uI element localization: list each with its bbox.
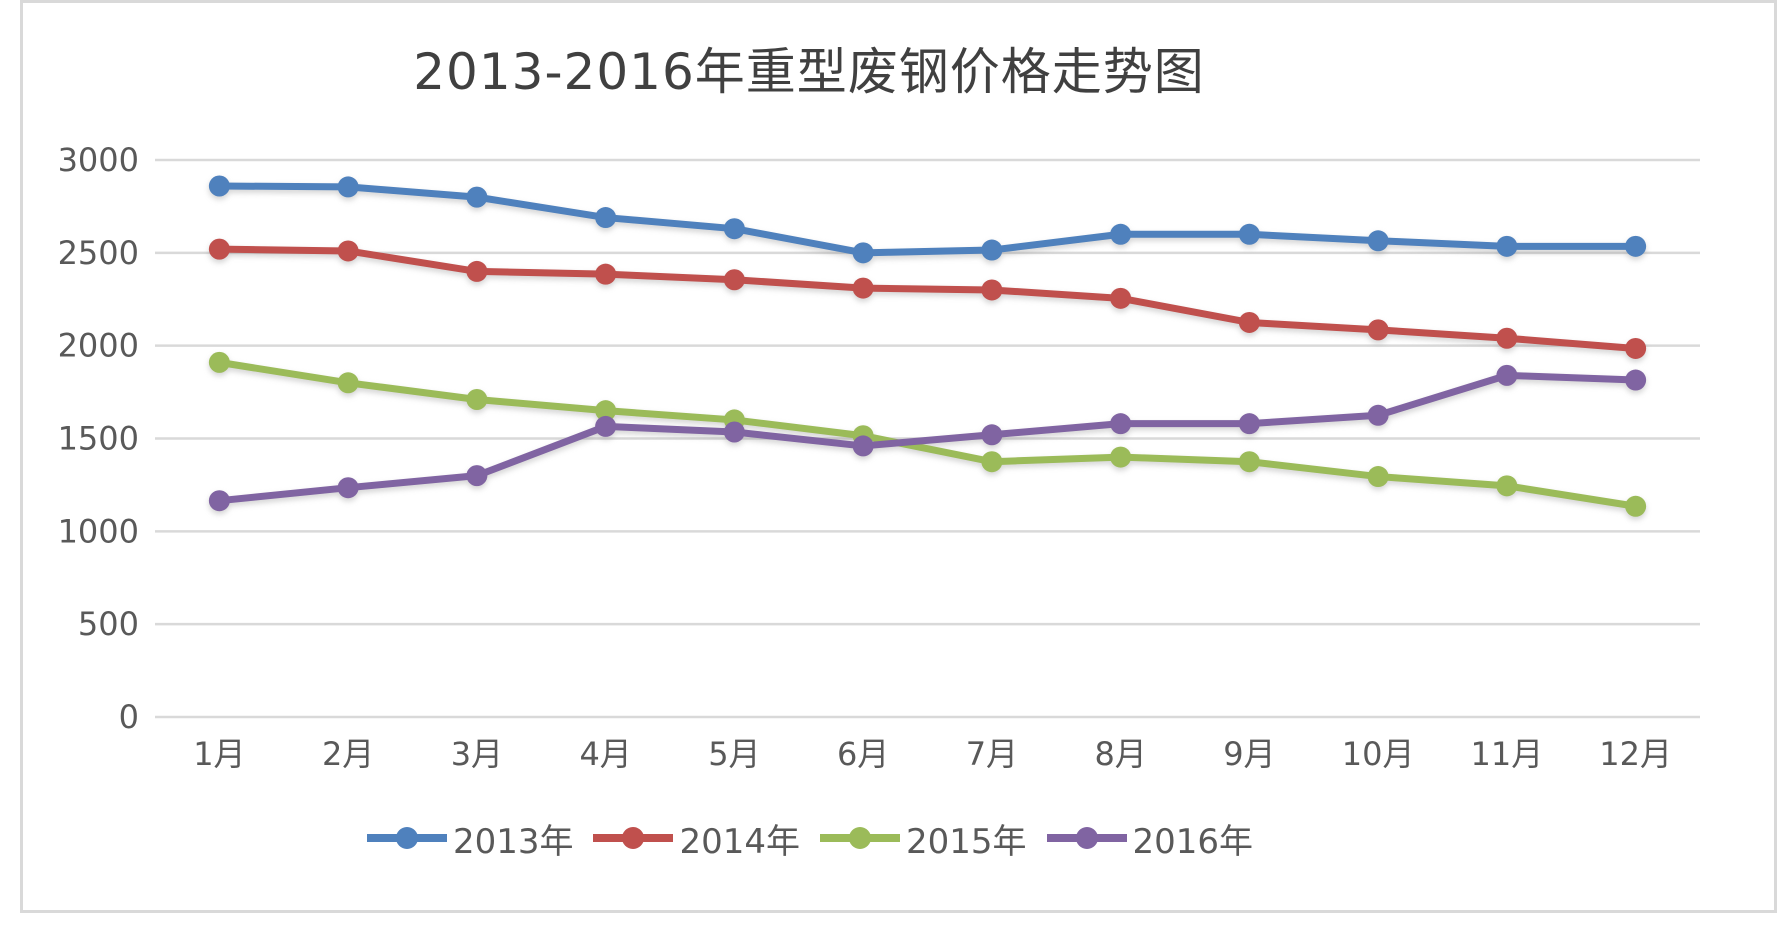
- data-point-2014年: [1625, 337, 1647, 359]
- legend-label: 2016年: [1132, 821, 1254, 862]
- data-point-2015年: [1496, 475, 1518, 497]
- legend-label: 2015年: [906, 821, 1027, 862]
- data-point-2014年: [1367, 319, 1389, 341]
- x-tick-label: 3月: [451, 735, 503, 773]
- y-tick-label: 2000: [58, 327, 139, 365]
- data-point-2016年: [723, 421, 745, 443]
- legend-label: 2014年: [679, 821, 800, 862]
- chart-frame: [20, 0, 1777, 913]
- data-point-2016年: [466, 465, 488, 487]
- data-point-2015年: [337, 372, 359, 394]
- data-point-2015年: [981, 451, 1003, 473]
- data-point-2013年: [852, 242, 874, 264]
- series-line-2014年: [215, 245, 1640, 352]
- x-tick-label: 7月: [966, 735, 1018, 773]
- series-line-2013年: [215, 182, 1640, 257]
- y-tick-label: 0: [119, 698, 139, 736]
- data-point-2016年: [981, 424, 1003, 446]
- data-point-2014年: [1110, 287, 1132, 309]
- x-tick-label: 1月: [193, 735, 245, 773]
- legend-item-2016年: 2016年: [1045, 814, 1254, 863]
- legend-item-2013年: 2013年: [365, 814, 574, 863]
- data-point-2015年: [208, 351, 230, 373]
- data-point-2015年: [1367, 466, 1389, 488]
- data-point-2014年: [337, 240, 359, 262]
- data-point-2016年: [595, 415, 617, 437]
- data-point-2016年: [208, 490, 230, 512]
- data-point-2013年: [466, 186, 488, 208]
- x-tick-label: 9月: [1223, 735, 1275, 773]
- data-point-2014年: [1496, 327, 1518, 349]
- data-point-2013年: [1238, 223, 1260, 245]
- x-tick-label: 5月: [708, 735, 760, 773]
- data-point-2016年: [1110, 413, 1132, 435]
- data-point-2015年: [595, 400, 617, 422]
- legend-item-2015年: 2015年: [818, 814, 1027, 863]
- x-tick-label: 8月: [1094, 735, 1146, 773]
- legend-label: 2013年: [452, 821, 574, 862]
- data-point-2014年: [595, 263, 617, 285]
- legend-marker-dot: [622, 827, 645, 849]
- data-point-2016年: [1625, 369, 1647, 391]
- data-point-2014年: [208, 238, 230, 260]
- data-point-2016年: [1238, 413, 1260, 435]
- y-tick-label: 500: [78, 605, 139, 643]
- data-point-2013年: [1110, 223, 1132, 245]
- data-point-2013年: [1496, 235, 1518, 257]
- data-point-2013年: [1367, 230, 1389, 252]
- x-tick-label: 12月: [1599, 735, 1672, 773]
- data-point-2013年: [981, 239, 1003, 261]
- y-tick-label: 2500: [58, 234, 139, 272]
- chart-legend: 2013年 2014年 2015年 2016年: [22, 818, 1596, 862]
- data-point-2015年: [1238, 451, 1260, 473]
- data-point-2013年: [1625, 235, 1647, 257]
- legend-marker: [1046, 827, 1127, 849]
- y-tick-label: 1500: [58, 420, 139, 458]
- chart-title: 2013-2016年重型废钢价格走势图: [413, 43, 1205, 101]
- data-point-2013年: [337, 176, 359, 198]
- data-point-2016年: [1367, 404, 1389, 426]
- y-tick-label: 1000: [58, 512, 139, 550]
- x-tick-label: 10月: [1342, 735, 1415, 773]
- series-group: [208, 175, 1647, 517]
- series-line-2015年: [215, 358, 1640, 510]
- data-point-2016年: [337, 477, 359, 499]
- data-point-2016年: [852, 435, 874, 457]
- data-point-2013年: [208, 175, 230, 197]
- legend-marker: [820, 827, 900, 849]
- x-tick-label: 4月: [579, 735, 631, 773]
- x-tick-label: 6月: [837, 735, 889, 773]
- legend-marker: [593, 827, 674, 849]
- x-tick-label: 11月: [1471, 735, 1544, 773]
- data-point-2014年: [723, 269, 745, 291]
- legend-marker-dot: [1075, 827, 1098, 849]
- data-point-2016年: [1496, 364, 1518, 386]
- data-point-2013年: [595, 207, 617, 229]
- x-tick-label: 2月: [322, 735, 374, 773]
- data-point-2014年: [852, 277, 874, 299]
- data-point-2014年: [1238, 311, 1260, 333]
- legend-marker: [366, 827, 447, 849]
- data-point-2013年: [723, 218, 745, 240]
- y-tick-label: 3000: [58, 141, 139, 179]
- legend-item-2014年: 2014年: [591, 814, 800, 863]
- data-point-2014年: [466, 260, 488, 282]
- data-point-2014年: [981, 279, 1003, 301]
- data-point-2015年: [1625, 495, 1647, 517]
- data-point-2015年: [466, 389, 488, 411]
- series-line-2016年: [215, 371, 1640, 505]
- legend-marker-dot: [395, 827, 418, 849]
- legend-marker-dot: [849, 827, 871, 849]
- data-point-2015年: [1110, 446, 1132, 468]
